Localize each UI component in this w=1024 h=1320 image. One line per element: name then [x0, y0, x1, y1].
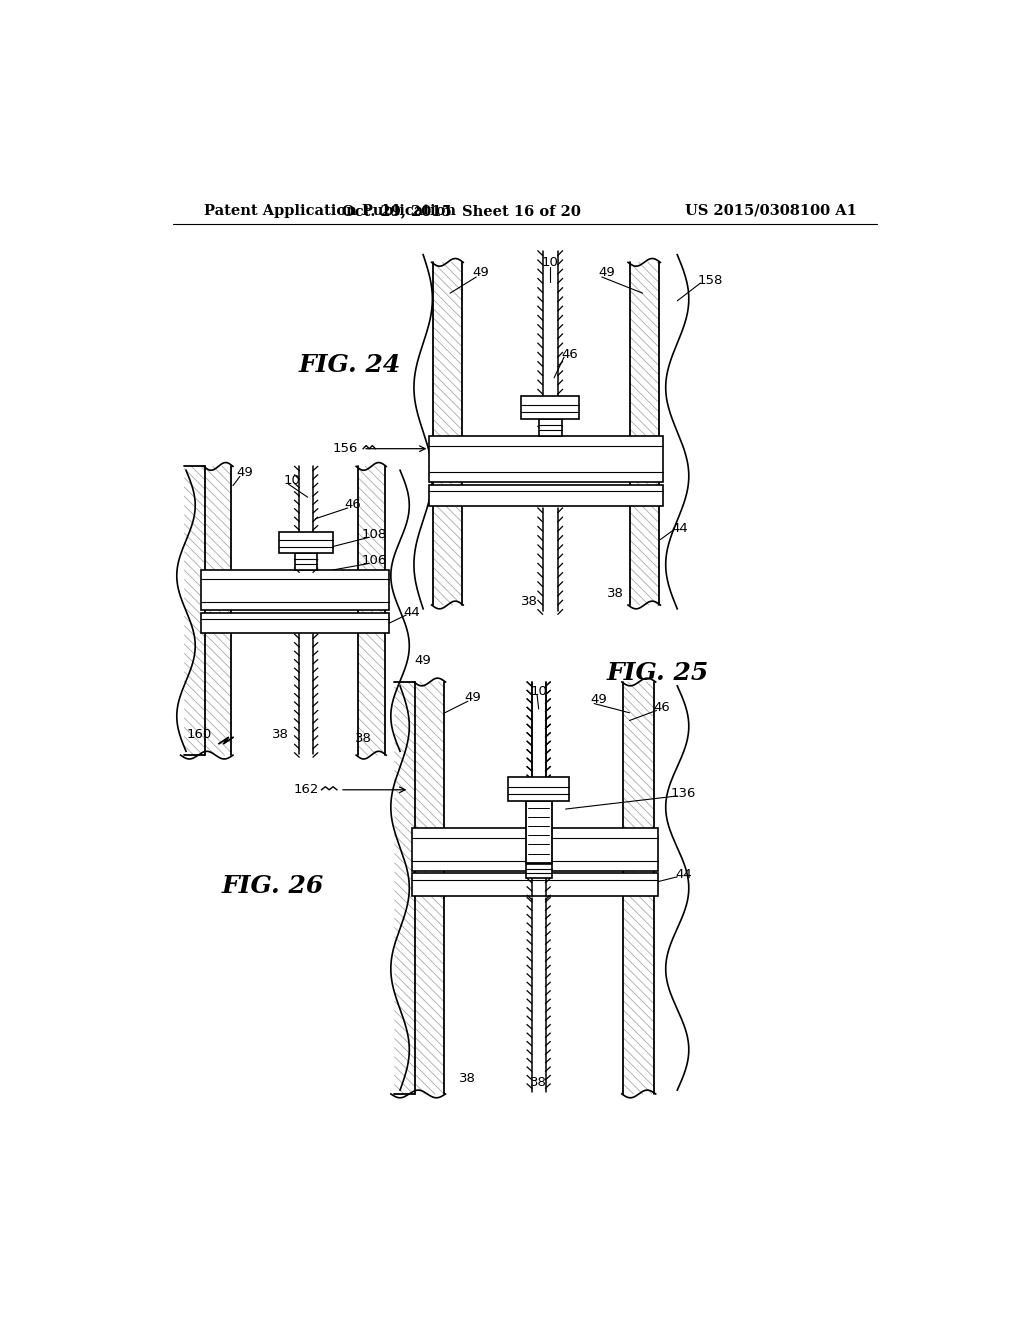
Text: 106: 106: [362, 554, 387, 566]
Text: FIG. 25: FIG. 25: [606, 661, 709, 685]
Text: 44: 44: [675, 869, 692, 880]
Text: Oct. 29, 2015  Sheet 16 of 20: Oct. 29, 2015 Sheet 16 of 20: [342, 203, 581, 218]
Bar: [508, 776, 569, 801]
Text: 156: 156: [333, 442, 357, 455]
Text: 38: 38: [521, 594, 538, 607]
Text: 38: 38: [459, 1072, 475, 1085]
Bar: [295, 553, 316, 570]
Bar: [202, 570, 388, 610]
Text: 162: 162: [294, 783, 319, 796]
Bar: [525, 801, 552, 863]
Bar: [412, 829, 658, 871]
Text: 49: 49: [591, 693, 607, 706]
Text: 38: 38: [272, 727, 289, 741]
Text: 10: 10: [284, 474, 301, 487]
Text: 49: 49: [237, 466, 253, 479]
Text: 44: 44: [403, 606, 420, 619]
Text: FIG. 24: FIG. 24: [298, 352, 400, 376]
Bar: [280, 532, 333, 553]
Text: Patent Application Publication: Patent Application Publication: [204, 203, 456, 218]
Text: 136: 136: [671, 787, 696, 800]
Text: FIG. 26: FIG. 26: [221, 874, 324, 898]
Text: 49: 49: [472, 265, 489, 279]
Bar: [429, 436, 663, 482]
Text: US 2015/0308100 A1: US 2015/0308100 A1: [685, 203, 857, 218]
Text: 10: 10: [530, 685, 547, 698]
Text: 46: 46: [344, 499, 360, 511]
Text: 108: 108: [362, 528, 387, 541]
Text: 49: 49: [415, 653, 431, 667]
Bar: [412, 873, 658, 896]
Bar: [521, 396, 580, 418]
Text: 49: 49: [465, 690, 481, 704]
Text: 38: 38: [355, 733, 373, 746]
Bar: [202, 612, 388, 632]
Text: 44: 44: [671, 521, 688, 535]
Bar: [539, 418, 562, 436]
Bar: [429, 484, 663, 507]
Text: 158: 158: [697, 273, 723, 286]
Text: 38: 38: [607, 587, 624, 601]
Text: 46: 46: [561, 348, 578, 362]
Text: 10: 10: [542, 256, 559, 269]
Bar: [525, 865, 552, 878]
Text: 38: 38: [530, 1076, 547, 1089]
Text: 49: 49: [598, 265, 614, 279]
Text: 46: 46: [653, 701, 671, 714]
Text: 160: 160: [186, 727, 211, 741]
